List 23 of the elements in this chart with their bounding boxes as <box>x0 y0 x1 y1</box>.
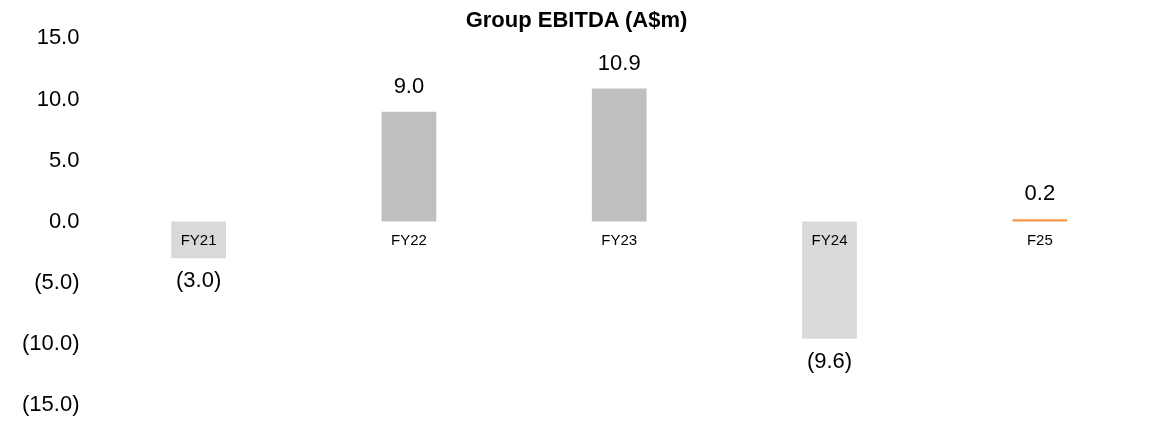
data-label: 10.9 <box>597 49 641 75</box>
bar <box>802 221 857 339</box>
data-label: (3.0) <box>176 267 222 293</box>
x-tick-label: FY24 <box>811 231 848 249</box>
x-tick-label: FY22 <box>391 231 427 249</box>
y-tick-label: 5.0 <box>48 146 80 172</box>
y-tick-label: 15.0 <box>36 24 80 50</box>
bar <box>1012 219 1068 222</box>
bar <box>381 111 437 222</box>
y-tick-label: 10.0 <box>36 85 80 111</box>
bar <box>591 88 647 222</box>
y-tick-label: (15.0) <box>21 390 80 416</box>
data-label: 9.0 <box>393 72 425 98</box>
y-tick-label: (5.0) <box>34 268 80 294</box>
bar <box>171 221 226 259</box>
y-tick-label: (10.0) <box>21 329 80 355</box>
y-tick-label: 0.0 <box>48 207 80 233</box>
data-label: 0.2 <box>1024 180 1056 206</box>
x-tick-label: FY21 <box>180 231 217 249</box>
x-tick-label: F25 <box>1026 231 1053 249</box>
data-label: (9.6) <box>806 347 853 373</box>
chart-title: Group EBITDA (A$m) <box>465 7 688 33</box>
x-tick-label: FY23 <box>601 231 638 249</box>
